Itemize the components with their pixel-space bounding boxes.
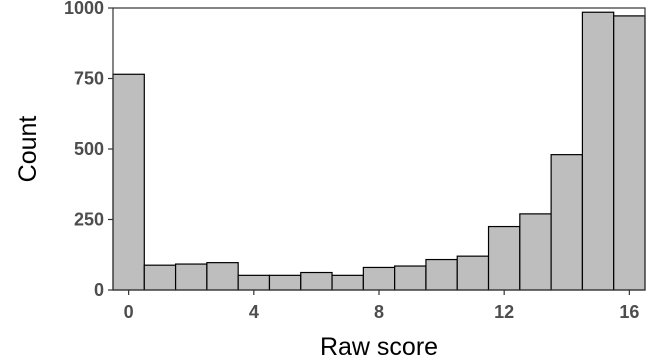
y-tick-label: 0 (94, 280, 104, 300)
histogram-bar (331, 274, 364, 291)
y-axis-title: Count (14, 116, 42, 183)
histogram-bar (143, 264, 177, 291)
y-tick-label: 750 (74, 69, 104, 89)
histogram-bar (206, 262, 239, 291)
histogram-bar (174, 263, 208, 291)
histogram-bar (237, 274, 271, 291)
y-axis: 0 250 500 750 1000 (64, 0, 113, 300)
histogram-bar (519, 213, 552, 291)
x-tick-label: 12 (494, 302, 514, 322)
x-axis-title: Raw score (320, 333, 438, 361)
y-tick-label: 250 (74, 210, 104, 230)
histogram-bar (112, 73, 145, 291)
histogram-bar (425, 258, 458, 291)
histogram-bar (613, 15, 646, 291)
y-tick-label: 1000 (64, 0, 104, 18)
x-tick-label: 4 (249, 302, 259, 322)
x-axis: 0 4 8 12 16 (124, 290, 639, 322)
x-tick-label: 0 (124, 302, 134, 322)
x-tick-label: 8 (374, 302, 384, 322)
x-tick-label: 16 (619, 302, 639, 322)
bars-group (112, 11, 646, 291)
histogram-bar (487, 225, 521, 291)
y-tick-label: 500 (74, 139, 104, 159)
histogram-bar (300, 271, 333, 291)
histogram-bar (268, 274, 302, 291)
histogram-bar (581, 11, 615, 291)
histogram-bar (456, 255, 490, 291)
histogram-bar (550, 154, 584, 291)
histogram-bar (362, 266, 396, 291)
histogram-bar (394, 265, 427, 291)
